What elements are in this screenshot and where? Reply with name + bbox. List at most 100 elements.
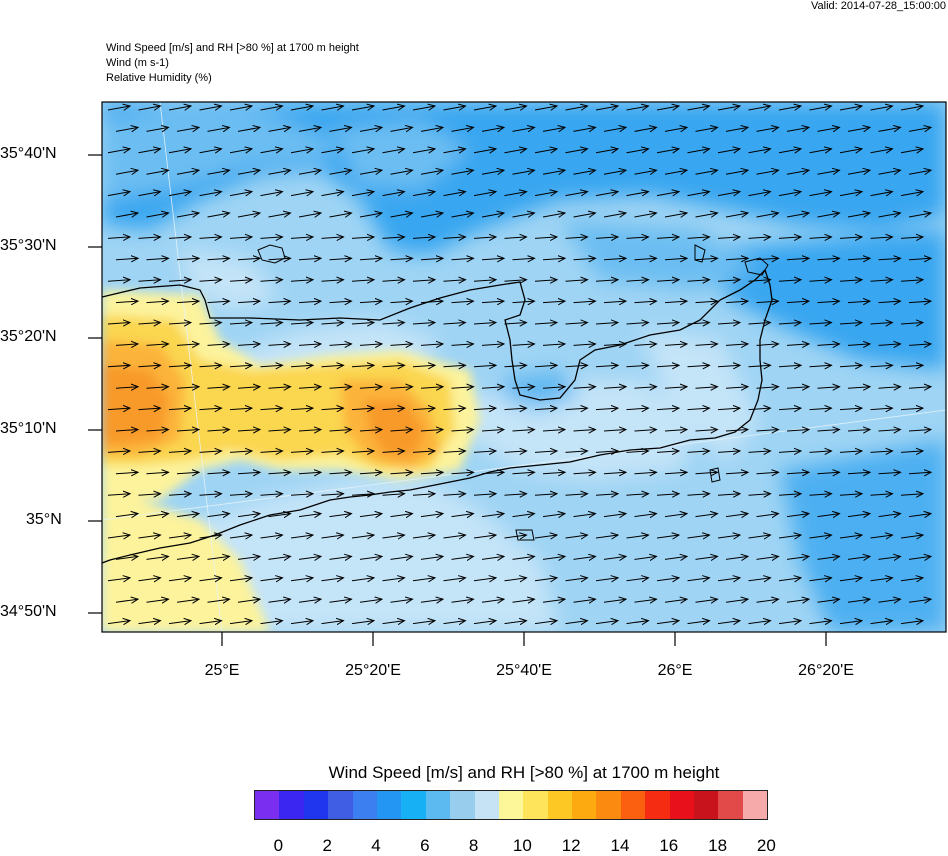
wind-arrow (268, 387, 291, 389)
title-line-2: Wind (m s-1) (106, 57, 169, 69)
wind-arrow (420, 170, 443, 174)
wind-arrow (756, 258, 779, 260)
wind-arrow (260, 365, 283, 367)
wind-arrow (534, 621, 557, 624)
wind-arrow (839, 237, 862, 239)
wind-arrow (107, 237, 130, 239)
wind-arrow (900, 149, 923, 153)
wind-arrow (146, 127, 169, 131)
wind-arrow (359, 514, 382, 517)
wind-arrow (847, 430, 870, 432)
wind-arrow (329, 430, 352, 432)
lon-label-25-20: 25°20'E (345, 662, 401, 679)
wind-arrow (565, 149, 588, 153)
wind-arrow (359, 556, 382, 559)
wind-arrow (168, 149, 191, 153)
wind-arrow (481, 127, 504, 131)
wind-arrow (138, 451, 161, 453)
wind-arrow (512, 472, 535, 474)
wind-arrow (756, 127, 779, 131)
wind-arrow (412, 451, 435, 453)
wind-arrow (412, 106, 435, 110)
wind-arrow (626, 106, 649, 110)
wind-arrow (298, 599, 321, 602)
wind-arrow (512, 387, 535, 389)
wind-arrow (786, 387, 809, 389)
wind-arrow (207, 556, 230, 559)
wind-arrow (199, 280, 222, 282)
wind-arrow (329, 301, 352, 303)
wind-arrow (443, 365, 466, 367)
wind-arrow (229, 535, 252, 538)
wind-arrow (756, 170, 779, 174)
wind-arrow (107, 451, 130, 453)
wind-arrow (451, 258, 474, 260)
wind-arrow (290, 237, 313, 239)
wind-arrow (268, 344, 291, 346)
wind-arrow (481, 258, 504, 260)
wind-arrow (451, 127, 474, 131)
wind-arrow (626, 280, 649, 282)
wind-arrow (786, 258, 809, 260)
wind-arrow (229, 192, 252, 196)
wind-arrow (451, 344, 474, 346)
wind-arrow (778, 149, 801, 153)
wind-arrow (634, 301, 657, 303)
wind-arrow (298, 127, 321, 131)
wind-arrow (237, 472, 260, 474)
wind-arrow (687, 192, 710, 196)
wind-arrow (847, 556, 870, 559)
wind-arrow (634, 599, 657, 602)
wind-arrow (321, 408, 344, 410)
wind-arrow (512, 430, 535, 432)
wind-arrow (748, 621, 771, 624)
wind-arrow (725, 258, 748, 260)
wind-arrow (268, 258, 291, 260)
wind-arrow (229, 621, 252, 624)
wind-arrow (542, 387, 565, 389)
legend-swatch (401, 791, 426, 819)
wind-arrow (412, 621, 435, 624)
wind-arrow (534, 578, 557, 581)
wind-arrow (534, 451, 557, 453)
wind-arrow (748, 535, 771, 538)
wind-arrow (412, 365, 435, 367)
wind-arrow (817, 430, 840, 432)
wind-arrow (534, 192, 557, 196)
wind-arrow (534, 323, 557, 325)
wind-arrow (451, 213, 474, 217)
wind-arrow (725, 556, 748, 559)
valid-time: Valid: 2014-07-28_15:00:00 (811, 0, 946, 12)
wind-arrow (176, 430, 199, 432)
wind-arrow (534, 535, 557, 538)
plot-titles: Wind Speed [m/s] and RH [>80 %] at 1700 … (106, 41, 359, 86)
wind-arrow (138, 535, 161, 538)
wind-arrow (321, 494, 344, 496)
wind-arrow (351, 578, 374, 581)
wind-arrow (870, 237, 893, 239)
wind-arrow (481, 387, 504, 389)
wind-arrow (420, 344, 443, 346)
wind-arrow (412, 149, 435, 153)
wind-arrow (756, 472, 779, 474)
legend-tick-label: 16 (659, 836, 679, 855)
wind-arrow (237, 213, 260, 217)
wind-arrow (900, 451, 923, 453)
wind-speed-field (102, 102, 946, 632)
wind-arrow (786, 556, 809, 559)
wind-arrow (107, 621, 130, 624)
wind-arrow (809, 408, 832, 410)
wind-arrow (512, 258, 535, 260)
wind-arrow (138, 578, 161, 581)
wind-arrow (687, 451, 710, 453)
wind-arrow (260, 237, 283, 239)
wind-arrow (878, 599, 901, 602)
wind-arrow (839, 535, 862, 538)
wind-arrow (664, 258, 687, 260)
wind-arrow (473, 323, 496, 325)
wind-arrow (107, 365, 130, 367)
wind-arrow (390, 430, 413, 432)
wind-arrow (847, 387, 870, 389)
wind-arrow (321, 365, 344, 367)
wind-arrow (473, 408, 496, 410)
